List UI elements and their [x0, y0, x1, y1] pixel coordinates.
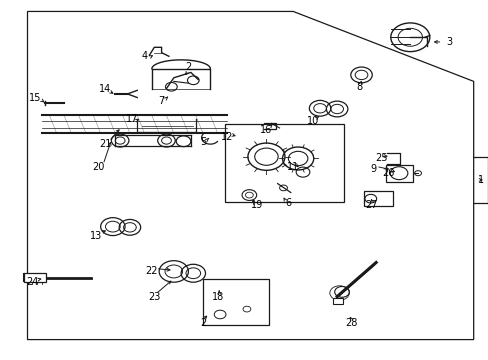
Text: 1: 1	[477, 175, 483, 185]
Text: 21: 21	[99, 139, 111, 149]
Text: 6: 6	[285, 198, 291, 208]
Text: 10: 10	[306, 116, 318, 126]
Text: 18: 18	[211, 292, 224, 302]
Text: 25: 25	[374, 153, 386, 163]
Text: 14: 14	[99, 84, 111, 94]
Text: 3: 3	[446, 37, 451, 47]
Bar	[363, 192, 392, 206]
Bar	[203, 279, 268, 325]
Text: 7: 7	[158, 96, 164, 106]
Bar	[24, 273, 46, 282]
Text: 2: 2	[185, 62, 191, 72]
Text: 11: 11	[286, 162, 299, 172]
Text: 19: 19	[250, 200, 262, 210]
Text: 12: 12	[221, 132, 233, 142]
Text: 24: 24	[26, 277, 39, 287]
Text: 28: 28	[345, 319, 357, 328]
Text: 22: 22	[145, 266, 158, 276]
Text: 15: 15	[29, 93, 41, 103]
Bar	[332, 298, 342, 304]
Text: 27: 27	[364, 200, 377, 210]
Text: 26: 26	[382, 168, 394, 178]
Text: 20: 20	[92, 162, 104, 172]
Bar	[224, 125, 344, 202]
Text: 4: 4	[141, 51, 147, 61]
Text: 16: 16	[260, 125, 272, 135]
Bar	[385, 165, 412, 182]
Text: 17: 17	[126, 114, 138, 124]
Text: 23: 23	[148, 292, 160, 302]
Text: 13: 13	[89, 231, 102, 240]
Text: 8: 8	[355, 82, 362, 92]
Text: 2: 2	[200, 319, 206, 328]
Text: 9: 9	[370, 164, 376, 174]
Text: 5: 5	[200, 138, 206, 147]
